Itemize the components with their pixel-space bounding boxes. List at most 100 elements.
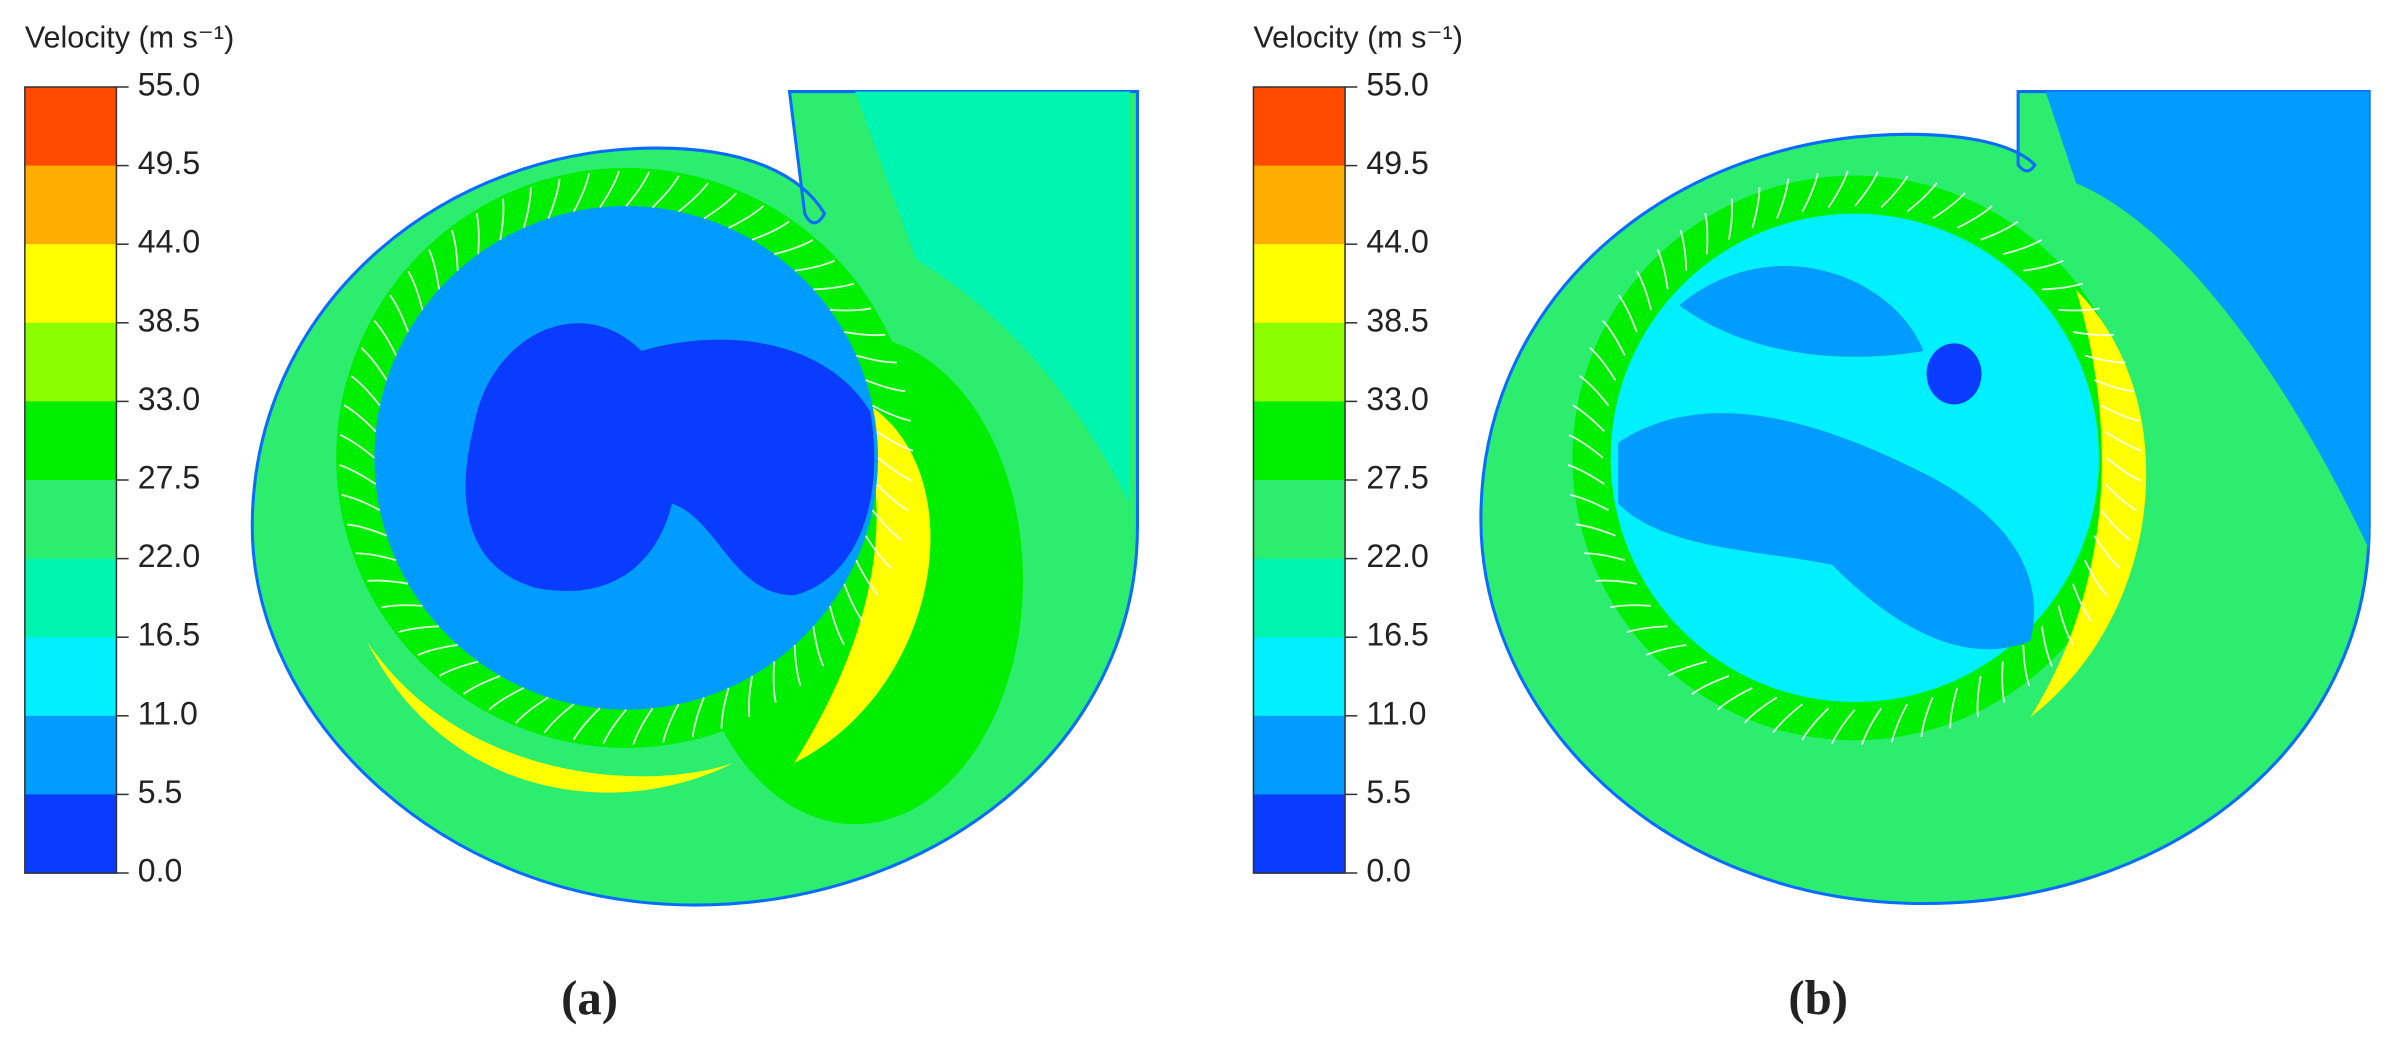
blade bbox=[703, 192, 738, 220]
blade bbox=[1854, 171, 1879, 207]
blade bbox=[2057, 605, 2074, 645]
blade bbox=[1920, 697, 1934, 738]
blade bbox=[747, 675, 754, 718]
blade bbox=[871, 509, 902, 541]
blade bbox=[1609, 604, 1652, 609]
blade bbox=[1727, 198, 1734, 240]
blade bbox=[1716, 687, 1753, 711]
colorbar-band bbox=[24, 401, 117, 481]
blade bbox=[602, 709, 627, 745]
blade bbox=[339, 464, 377, 485]
blade bbox=[1751, 187, 1761, 229]
blade bbox=[1880, 175, 1909, 209]
blade bbox=[2001, 661, 2006, 703]
panel-label: (b) bbox=[1788, 970, 1848, 1025]
blade bbox=[1656, 249, 1669, 290]
blade bbox=[1890, 703, 1908, 743]
blade bbox=[1831, 709, 1856, 745]
blade bbox=[1595, 579, 1637, 585]
blade bbox=[450, 229, 459, 271]
colorbar-band bbox=[1253, 165, 1346, 245]
blade bbox=[829, 307, 872, 312]
blade bbox=[1772, 703, 1804, 734]
colorbar-band bbox=[1253, 86, 1346, 167]
colorbar-band bbox=[24, 322, 117, 403]
blade bbox=[2041, 626, 2053, 667]
blade bbox=[872, 404, 911, 422]
colorbar-tick-label: 55.0 bbox=[1366, 66, 1428, 102]
colorbar-tick-label: 16.5 bbox=[1366, 617, 1428, 653]
impeller-blades bbox=[339, 170, 2142, 746]
blade bbox=[2093, 535, 2121, 569]
blade bbox=[398, 625, 440, 634]
blade bbox=[350, 375, 381, 407]
blade bbox=[547, 178, 561, 219]
blade bbox=[339, 434, 375, 459]
blade bbox=[876, 430, 914, 452]
blade bbox=[720, 687, 730, 729]
blade bbox=[355, 552, 397, 562]
blade bbox=[475, 212, 480, 255]
colorbar-tick-label: 27.5 bbox=[138, 459, 200, 495]
blade bbox=[543, 703, 575, 734]
blade bbox=[499, 198, 505, 240]
blade bbox=[428, 249, 440, 290]
blade bbox=[772, 661, 777, 703]
contour-plot-b bbox=[1479, 90, 2371, 906]
colorbar-tick-label: 55.0 bbox=[138, 66, 200, 102]
blade bbox=[1602, 319, 1626, 356]
blade bbox=[2058, 307, 2100, 312]
blade bbox=[793, 644, 802, 687]
blade bbox=[751, 220, 790, 241]
panel-label: (a) bbox=[561, 970, 618, 1025]
colorbar-band bbox=[24, 480, 117, 560]
blade bbox=[1579, 375, 1610, 407]
blade bbox=[2072, 331, 2115, 337]
blade bbox=[2104, 430, 2142, 452]
blade bbox=[373, 319, 397, 356]
blade bbox=[1976, 675, 1982, 718]
colorbar-band bbox=[1253, 715, 1346, 796]
blade bbox=[346, 523, 388, 537]
blade bbox=[1679, 229, 1688, 271]
blade bbox=[573, 173, 591, 212]
blade bbox=[1570, 494, 1609, 512]
colorbar-tick-label: 0.0 bbox=[138, 852, 183, 888]
colorbar-band bbox=[24, 637, 117, 717]
blade bbox=[1801, 173, 1819, 212]
blade bbox=[2093, 379, 2135, 393]
blade bbox=[1861, 707, 1882, 746]
blade bbox=[1980, 220, 2019, 241]
blade bbox=[865, 379, 906, 393]
blade bbox=[625, 171, 650, 207]
blade bbox=[1906, 182, 1938, 213]
colorbar-band bbox=[1253, 558, 1346, 638]
colorbar-band bbox=[24, 244, 117, 324]
colorbar-tick-label: 33.0 bbox=[138, 381, 200, 417]
colorbar-tick-label: 22.0 bbox=[1366, 538, 1428, 574]
blade bbox=[1617, 294, 1638, 333]
blade bbox=[855, 559, 879, 596]
blade bbox=[1567, 464, 1605, 485]
blade bbox=[341, 494, 381, 512]
blade bbox=[2084, 354, 2126, 364]
contour-plot-a bbox=[250, 90, 1140, 907]
colorbar-tick-label: 49.5 bbox=[1366, 145, 1428, 181]
blade bbox=[1667, 660, 1708, 677]
blade bbox=[843, 583, 864, 622]
blade bbox=[632, 707, 654, 746]
blade bbox=[829, 605, 845, 645]
blade bbox=[773, 239, 814, 256]
blade bbox=[488, 687, 525, 711]
blade bbox=[877, 457, 913, 482]
legend-title: Velocity (m s⁻¹) bbox=[1253, 21, 1462, 55]
blade bbox=[2104, 483, 2138, 512]
blade bbox=[1932, 192, 1966, 220]
colorbar-tick-label: 5.5 bbox=[1366, 774, 1411, 810]
blade bbox=[1589, 347, 1617, 381]
blade bbox=[1691, 675, 1730, 695]
blade bbox=[522, 187, 532, 229]
blade bbox=[1776, 178, 1790, 219]
blade bbox=[1646, 644, 1687, 656]
